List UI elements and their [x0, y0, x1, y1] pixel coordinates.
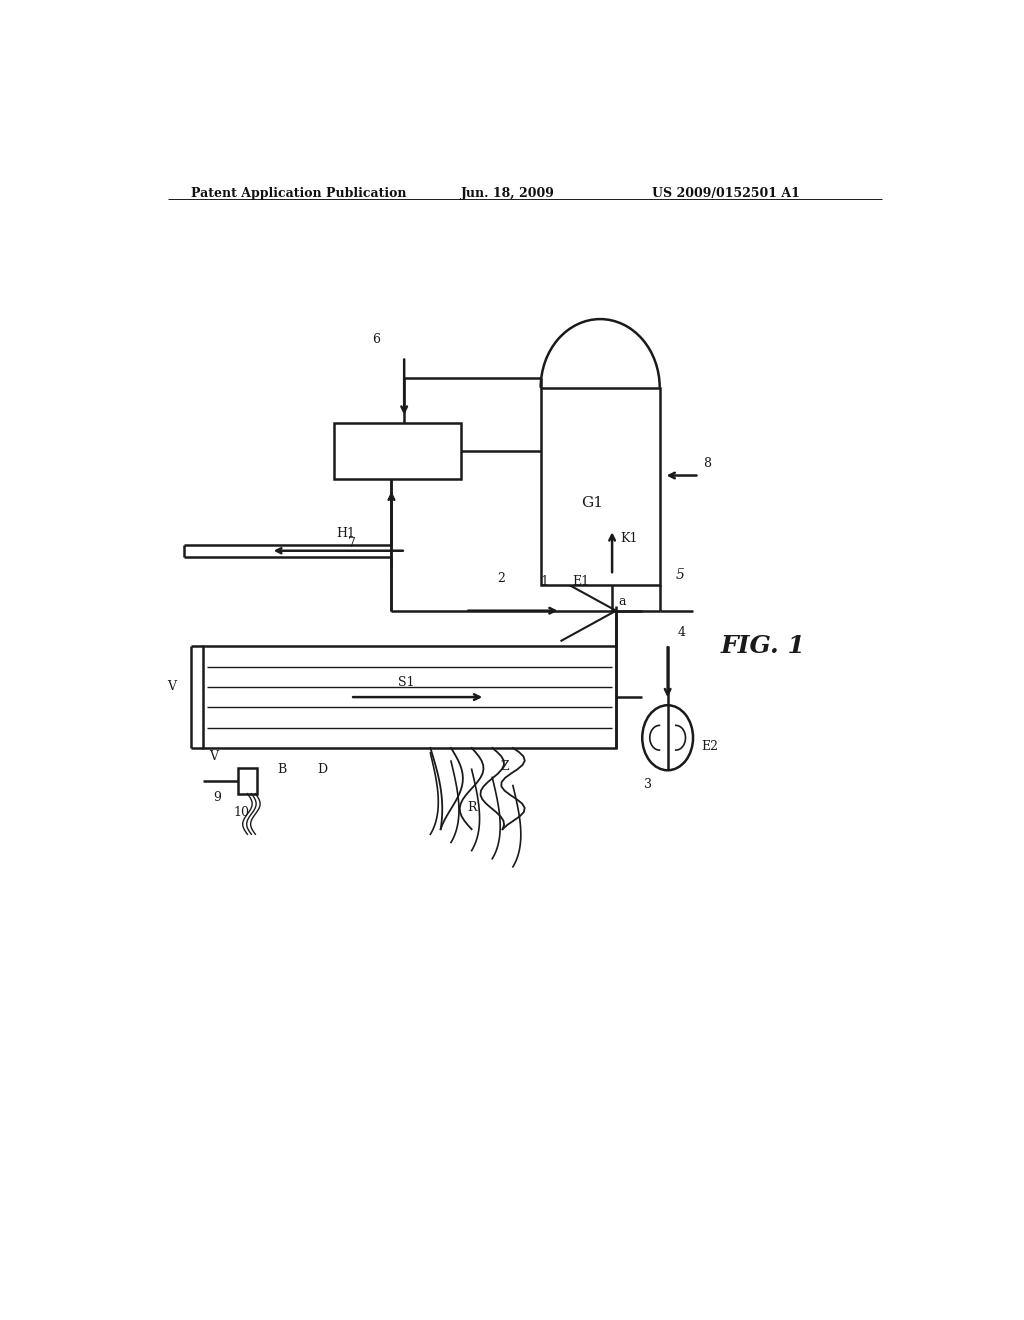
Text: V: V	[167, 680, 176, 693]
Text: 6: 6	[373, 334, 381, 346]
Text: K1: K1	[620, 532, 638, 545]
Bar	[541, 388, 659, 585]
Bar	[204, 647, 616, 748]
Text: 1: 1	[541, 576, 549, 589]
Text: E2: E2	[701, 741, 718, 752]
Bar	[334, 422, 461, 479]
Text: 7: 7	[348, 537, 355, 549]
Text: B: B	[278, 763, 287, 776]
Text: 5: 5	[676, 568, 684, 582]
Text: 10: 10	[233, 807, 250, 818]
Text: a: a	[618, 594, 626, 607]
Text: S1: S1	[397, 676, 414, 689]
Text: Jun. 18, 2009: Jun. 18, 2009	[461, 187, 555, 199]
Text: US 2009/0152501 A1: US 2009/0152501 A1	[652, 187, 800, 199]
Text: D: D	[316, 763, 327, 776]
Text: 2: 2	[497, 573, 505, 585]
Bar	[238, 768, 257, 793]
Text: R: R	[468, 801, 477, 814]
Text: H1: H1	[337, 527, 355, 540]
Text: 3: 3	[644, 777, 652, 791]
Text: Patent Application Publication: Patent Application Publication	[191, 187, 407, 199]
Text: V: V	[209, 750, 218, 763]
Text: FIG. 1: FIG. 1	[721, 635, 805, 659]
Text: 8: 8	[703, 458, 712, 470]
Text: Z: Z	[500, 760, 509, 774]
Text: G1: G1	[582, 496, 603, 510]
Text: 9: 9	[214, 791, 221, 804]
Text: 4: 4	[677, 626, 685, 639]
Text: E1: E1	[572, 576, 590, 589]
